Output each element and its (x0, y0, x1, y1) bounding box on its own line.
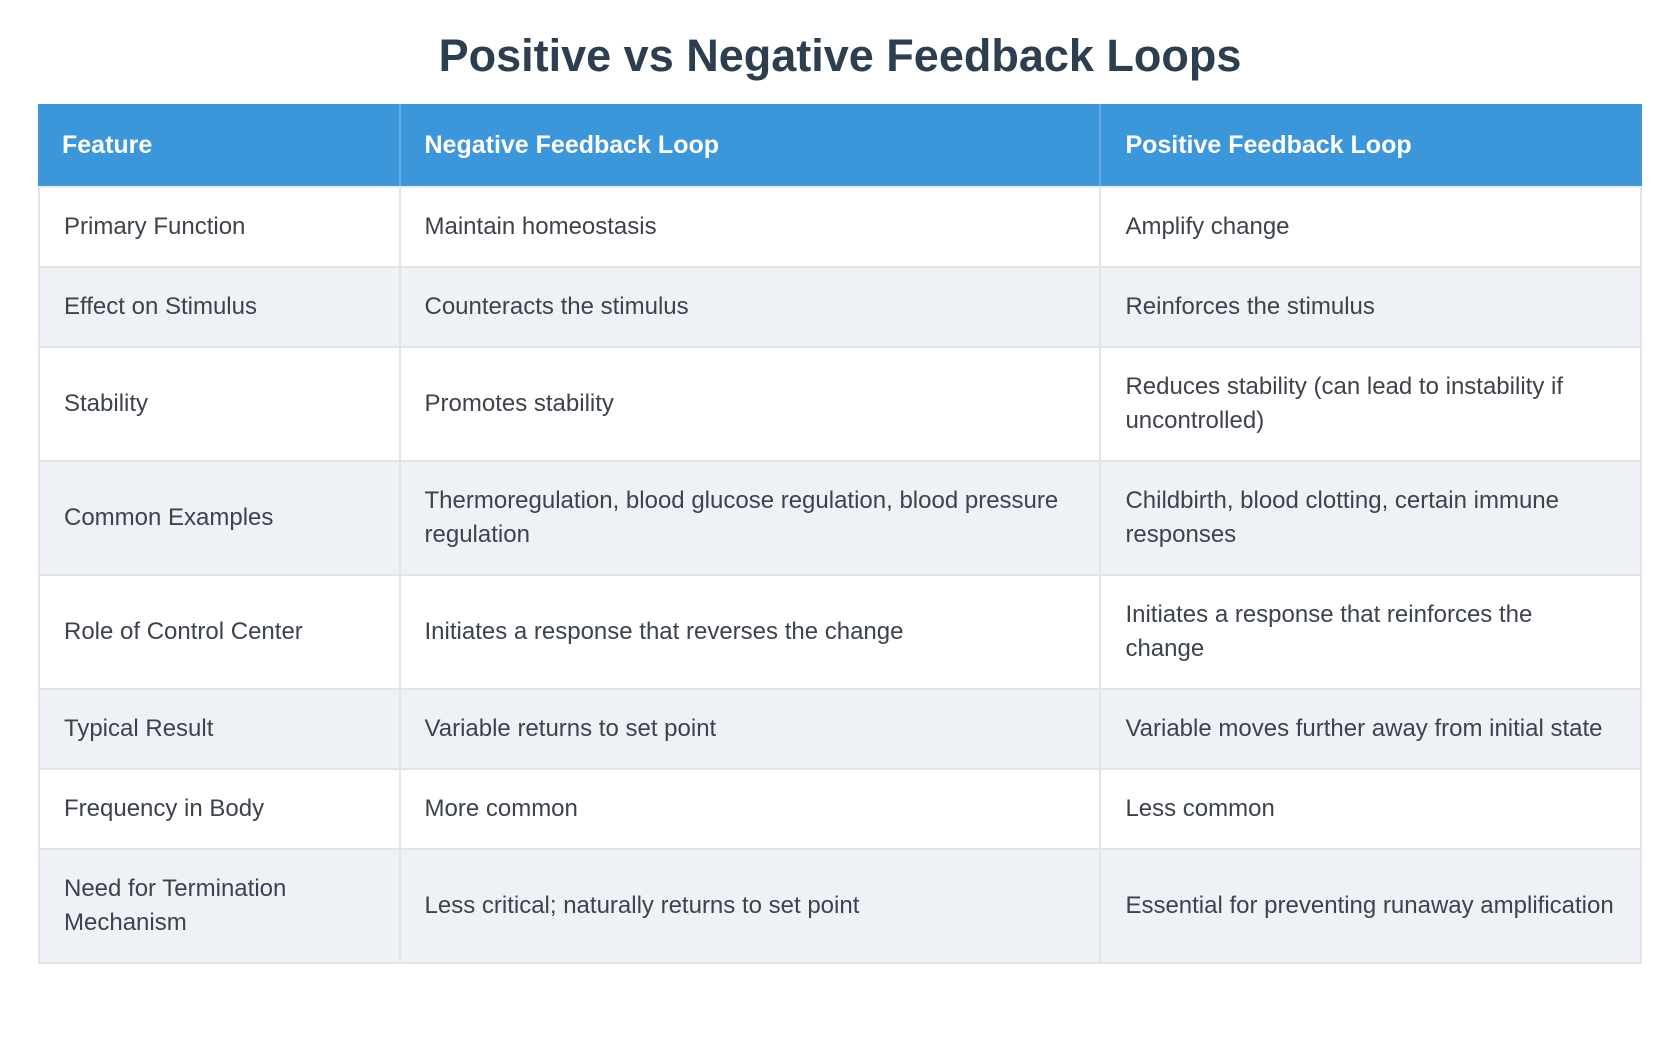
table-row: Effect on Stimulus Counteracts the stimu… (38, 268, 1642, 348)
negative-cell: Initiates a response that reverses the c… (400, 576, 1102, 690)
positive-cell: Reinforces the stimulus (1101, 268, 1642, 348)
table-container: Feature Negative Feedback Loop Positive … (38, 104, 1642, 964)
positive-cell: Essential for preventing runaway amplifi… (1101, 850, 1642, 964)
page-title: Positive vs Negative Feedback Loops (438, 30, 1242, 81)
column-header-feature: Feature (38, 104, 401, 186)
feature-cell: Role of Control Center (38, 576, 401, 690)
table-row: Role of Control Center Initiates a respo… (38, 576, 1642, 690)
table-body: Primary Function Maintain homeostasis Am… (38, 186, 1642, 964)
negative-cell: Less critical; naturally returns to set … (400, 850, 1102, 964)
feature-cell: Typical Result (38, 690, 401, 770)
column-header-negative-feedback: Negative Feedback Loop (400, 104, 1102, 186)
negative-cell: Thermoregulation, blood glucose regulati… (400, 462, 1102, 576)
positive-cell: Variable moves further away from initial… (1101, 690, 1642, 770)
table-row: Frequency in Body More common Less commo… (38, 770, 1642, 850)
negative-cell: Counteracts the stimulus (400, 268, 1102, 348)
negative-cell: Maintain homeostasis (400, 186, 1102, 268)
positive-cell: Less common (1101, 770, 1642, 850)
positive-cell: Initiates a response that reinforces the… (1101, 576, 1642, 690)
feature-cell: Common Examples (38, 462, 401, 576)
positive-cell: Childbirth, blood clotting, certain immu… (1101, 462, 1642, 576)
table-row: Typical Result Variable returns to set p… (38, 690, 1642, 770)
positive-cell: Amplify change (1101, 186, 1642, 268)
feature-cell: Primary Function (38, 186, 401, 268)
table-header: Feature Negative Feedback Loop Positive … (38, 104, 1642, 186)
table-row: Need for Termination Mechanism Less crit… (38, 850, 1642, 964)
feature-cell: Frequency in Body (38, 770, 401, 850)
negative-cell: Variable returns to set point (400, 690, 1102, 770)
negative-cell: More common (400, 770, 1102, 850)
positive-cell: Reduces stability (can lead to instabili… (1101, 348, 1642, 462)
table-row: Common Examples Thermoregulation, blood … (38, 462, 1642, 576)
feature-cell: Need for Termination Mechanism (38, 850, 401, 964)
column-header-positive-feedback: Positive Feedback Loop (1101, 104, 1642, 186)
feature-cell: Stability (38, 348, 401, 462)
comparison-table: Feature Negative Feedback Loop Positive … (38, 104, 1642, 964)
table-row: Stability Promotes stability Reduces sta… (38, 348, 1642, 462)
header-row: Feature Negative Feedback Loop Positive … (38, 104, 1642, 186)
table-row: Primary Function Maintain homeostasis Am… (38, 186, 1642, 268)
negative-cell: Promotes stability (400, 348, 1102, 462)
feature-cell: Effect on Stimulus (38, 268, 401, 348)
